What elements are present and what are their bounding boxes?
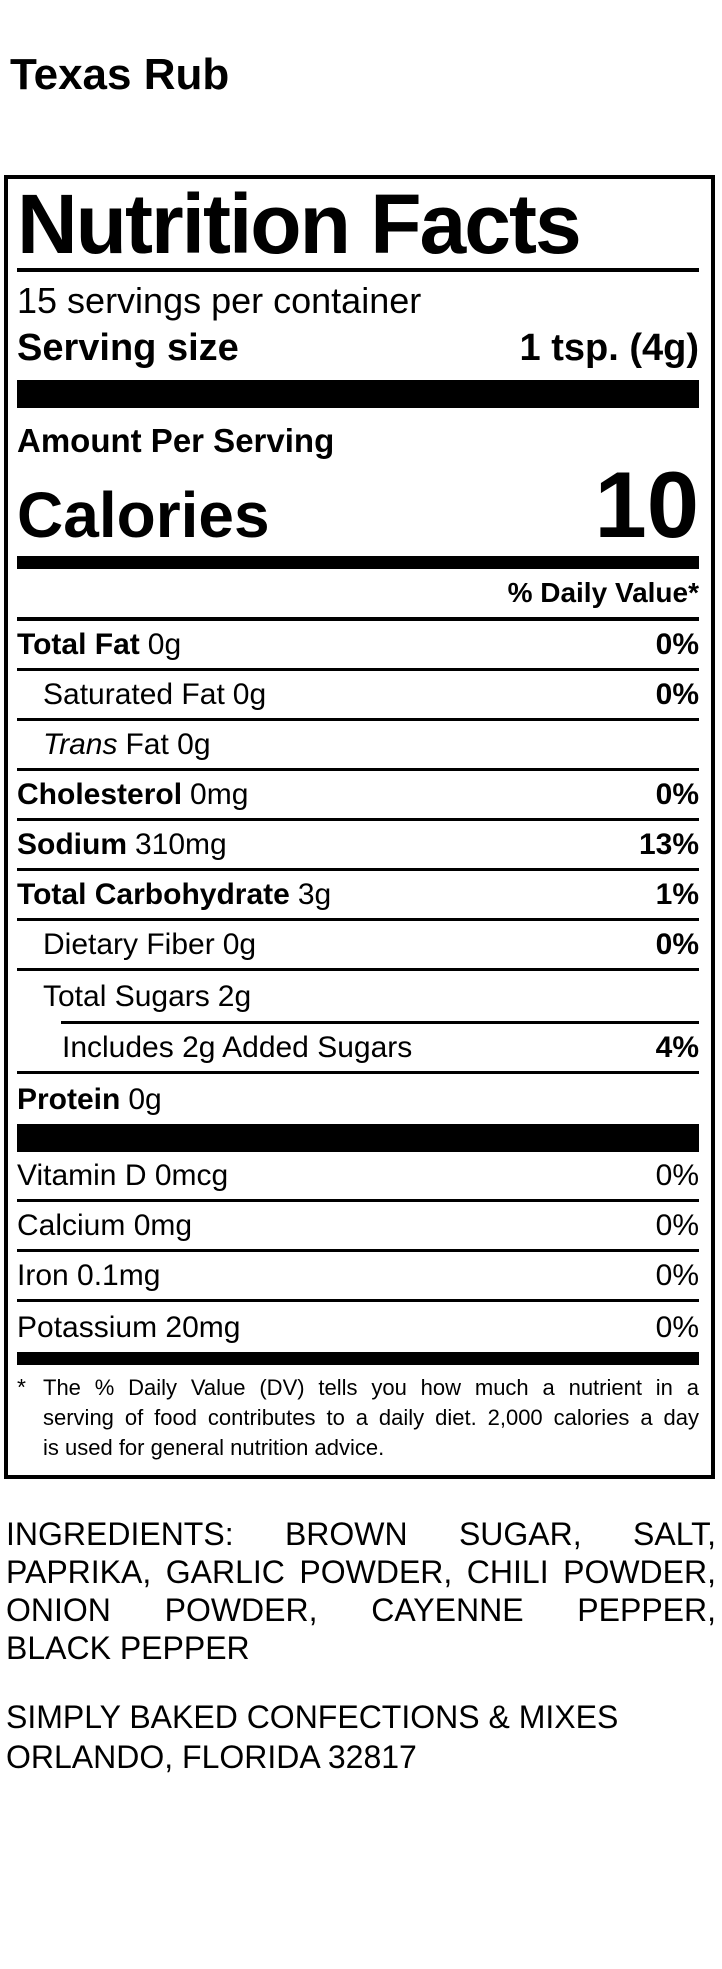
footnote: * The % Daily Value (DV) tells you how m…: [17, 1365, 699, 1467]
daily-value: 0%: [655, 1310, 699, 1344]
added-sugars-divider: [61, 1021, 699, 1025]
serving-size-label: Serving size: [17, 326, 239, 369]
nutrient-amount: 0g: [222, 928, 257, 962]
nutrient-row-saturated-fat: Saturated Fat 0g 0%: [17, 671, 699, 722]
daily-value: 4%: [655, 1031, 699, 1065]
ingredients-text: INGREDIENTS: BROWN SUGAR, SALT, PAPRIKA,…: [6, 1515, 716, 1667]
daily-value: 0%: [655, 778, 699, 812]
ingredients-line: BLACK PEPPER: [6, 1630, 250, 1667]
footnote-text: The % Daily Value (DV) tells you how muc…: [43, 1373, 699, 1463]
nutrient-row-cholesterol: Cholesterol 0mg 0%: [17, 771, 699, 822]
nutrient-amount: 0mg: [190, 778, 249, 812]
nutrient-row-total-sugars: Total Sugars 2g: [17, 971, 699, 1021]
nutrient-row-dietary-fiber: Dietary Fiber 0g 0%: [17, 921, 699, 972]
nutrient-name-group: Includes 2g Added Sugars: [17, 1031, 412, 1064]
calories-row: Calories 10: [17, 451, 699, 557]
nutrient-row-added-sugars: Includes 2g Added Sugars 4%: [17, 1024, 699, 1075]
ingredients-line: PAPRIKA, GARLIC POWDER, CHILI POWDER,: [6, 1554, 716, 1591]
manufacturer-block: SIMPLY BAKED CONFECTIONS & MIXES ORLANDO…: [6, 1697, 716, 1777]
nutrient-amount: 2g: [217, 979, 252, 1013]
nutrient-row-total-fat: Total Fat 0g 0%: [17, 621, 699, 672]
nutrient-amount: 0g: [232, 678, 267, 712]
nutrient-name-group: Dietary Fiber 0g: [17, 928, 256, 961]
ingredients-line: ONION POWDER, CAYENNE PEPPER,: [6, 1592, 716, 1629]
nutrient-name: Includes 2g Added Sugars: [62, 1031, 413, 1065]
footnote-asterisk: *: [17, 1374, 26, 1401]
serving-size-value: 1 tsp. (4g): [519, 326, 699, 369]
amount-per-serving-label: Amount Per Serving: [17, 421, 335, 459]
nutrition-facts-title: Nutrition Facts: [17, 176, 582, 271]
nutrient-name-group: Cholesterol 0mg: [17, 778, 248, 811]
daily-value-header: % Daily Value*: [17, 569, 699, 622]
serving-size-row: Serving size 1 tsp. (4g): [17, 325, 699, 380]
nutrient-amount: 3g: [297, 878, 332, 912]
title-divider: [17, 267, 699, 272]
footnote-line: The % Daily Value (DV) tells you how muc…: [43, 1375, 699, 1401]
calories-label: Calories: [17, 478, 270, 551]
daily-value: 0%: [655, 1259, 699, 1293]
nutrient-name: Trans: [43, 728, 118, 762]
daily-value: 1%: [655, 878, 699, 912]
nutrient-name-group: Total Sugars 2g: [17, 980, 251, 1013]
nutrient-row-trans-fat: Trans Fat 0g: [17, 721, 699, 772]
nutrient-name: Total Fat: [17, 628, 140, 662]
calories-divider: [17, 556, 699, 570]
nutrient-name: Protein: [17, 1082, 121, 1116]
nutrient-name-group: Trans Fat 0g: [17, 728, 211, 761]
micronutrient-name: Potassium 20mg: [17, 1310, 241, 1344]
thick-divider-top: [17, 379, 699, 408]
nutrition-facts-panel: Nutrition Facts 15 servings per containe…: [4, 174, 715, 1480]
servings-per-container: 15 servings per container: [17, 279, 422, 321]
nutrient-name: Sodium: [17, 828, 127, 862]
micronutrient-row-calcium: Calcium 0mg 0%: [17, 1202, 699, 1253]
nutrient-name-group: Saturated Fat 0g: [17, 678, 266, 711]
nutrient-name: Dietary Fiber: [43, 928, 215, 962]
micronutrient-name: Iron 0.1mg: [17, 1259, 161, 1293]
micronutrient-row-potassium: Potassium 20mg 0%: [17, 1302, 699, 1352]
daily-value: 0%: [655, 1209, 699, 1243]
nutrient-name: Saturated Fat: [43, 678, 225, 712]
nutrient-amount: Fat 0g: [125, 728, 211, 762]
micronutrient-row-vitamin-d: Vitamin D 0mcg 0%: [17, 1152, 699, 1203]
nutrient-name: Cholesterol: [17, 778, 183, 812]
manufacturer-name: SIMPLY BAKED CONFECTIONS & MIXES: [6, 1699, 619, 1736]
product-title: Texas Rub: [10, 50, 230, 99]
nutrient-row-protein: Protein 0g: [17, 1074, 699, 1124]
micronutrient-name: Calcium 0mg: [17, 1209, 193, 1243]
footnote-line: is used for general nutrition advice.: [43, 1435, 385, 1461]
footnote-line: serving of food contributes to a daily d…: [43, 1405, 699, 1431]
nutrient-name: Total Carbohydrate: [17, 878, 290, 912]
daily-value: 0%: [655, 928, 699, 962]
nutrient-amount: 0g: [128, 1082, 162, 1116]
micronutrient-name: Vitamin D 0mcg: [17, 1159, 229, 1193]
nutrient-amount: 310mg: [135, 828, 227, 862]
thick-divider-middle: [17, 1124, 699, 1153]
nutrient-name: Total Sugars: [43, 979, 210, 1013]
nutrient-name-group: Protein 0g: [17, 1083, 162, 1116]
nutrient-amount: 0g: [147, 628, 182, 662]
daily-value: 0%: [655, 628, 699, 662]
micronutrient-row-iron: Iron 0.1mg 0%: [17, 1252, 699, 1303]
nutrient-name-group: Total Carbohydrate 3g: [17, 878, 331, 911]
manufacturer-location: ORLANDO, FLORIDA 32817: [6, 1739, 417, 1776]
daily-value: 0%: [655, 678, 699, 712]
nutrient-row-total-carbohydrate: Total Carbohydrate 3g 1%: [17, 871, 699, 922]
calories-value: 10: [594, 451, 699, 557]
nutrient-name-group: Sodium 310mg: [17, 828, 227, 861]
nutrient-name-group: Total Fat 0g: [17, 628, 181, 661]
nutrient-row-sodium: Sodium 310mg 13%: [17, 821, 699, 872]
ingredients-line: INGREDIENTS: BROWN SUGAR, SALT,: [6, 1516, 716, 1553]
daily-value: 13%: [638, 828, 699, 862]
daily-value: 0%: [655, 1159, 699, 1193]
footnote-divider: [17, 1352, 699, 1366]
